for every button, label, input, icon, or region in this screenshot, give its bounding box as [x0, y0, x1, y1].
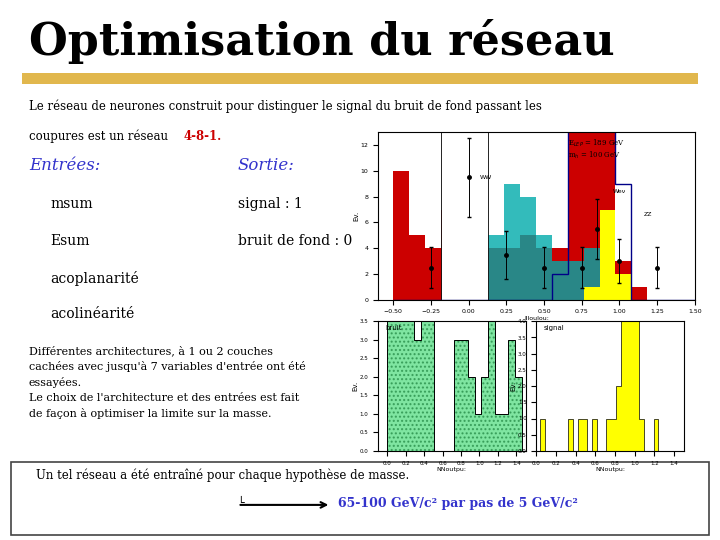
Y-axis label: Ev.: Ev.	[353, 211, 359, 221]
Y-axis label: Ev.: Ev.	[352, 381, 358, 391]
Bar	[409, 235, 425, 300]
Text: ZZ: ZZ	[644, 212, 652, 217]
Text: 65-100 GeV/c² par pas de 5 GeV/c²: 65-100 GeV/c² par pas de 5 GeV/c²	[338, 497, 578, 510]
Text: msum: msum	[50, 197, 93, 211]
Text: acoplanarité: acoplanarité	[50, 271, 139, 286]
Text: acolinéarité: acolinéarité	[50, 307, 135, 321]
Bar	[472, 210, 488, 300]
Polygon shape	[540, 0, 658, 451]
Y-axis label: Ev.: Ev.	[510, 381, 516, 391]
Text: └: └	[238, 498, 244, 509]
Text: Un tel réseau a été entraîné pour chaque hypothèse de masse.: Un tel réseau a été entraîné pour chaque…	[36, 468, 409, 482]
Text: 4-8-1.: 4-8-1.	[184, 130, 222, 143]
Text: Sortie:: Sortie:	[238, 157, 294, 173]
X-axis label: llloulou:: llloulou:	[524, 316, 549, 321]
Polygon shape	[393, 0, 695, 300]
Text: Différentes architectures, à 1 ou 2 couches
cachées avec jusqu'à 7 variables d'e: Différentes architectures, à 1 ou 2 couc…	[29, 346, 305, 418]
Text: WW: WW	[480, 175, 492, 180]
Text: Entrées:: Entrées:	[29, 157, 100, 173]
Bar	[504, 248, 520, 300]
Text: Esum: Esum	[50, 234, 90, 248]
Text: E$_{LEP}$ = 189 GeV
m$_h$ = 100 GeV: E$_{LEP}$ = 189 GeV m$_h$ = 100 GeV	[568, 137, 625, 161]
Text: Optimisation du réseau: Optimisation du réseau	[29, 19, 614, 64]
Bar	[631, 287, 647, 300]
X-axis label: NNoutpu:: NNoutpu:	[595, 467, 625, 472]
Polygon shape	[393, 184, 695, 300]
Bar	[488, 248, 504, 300]
Bar	[393, 171, 409, 300]
Text: coupures est un réseau: coupures est un réseau	[29, 130, 171, 143]
FancyBboxPatch shape	[22, 73, 698, 84]
Bar	[616, 261, 631, 300]
Bar	[425, 248, 441, 300]
Bar	[536, 248, 552, 300]
Text: Le réseau de neurones construit pour distinguer le signal du bruit de fond passa: Le réseau de neurones construit pour dis…	[29, 100, 541, 113]
Bar	[552, 248, 568, 300]
Bar	[584, 287, 600, 300]
Bar	[584, 0, 600, 300]
Polygon shape	[387, 0, 521, 451]
Text: bruit de fond : 0: bruit de fond : 0	[238, 234, 352, 248]
Bar	[616, 274, 631, 300]
Bar	[441, 210, 456, 300]
Text: Weν: Weν	[613, 188, 626, 193]
Bar	[520, 235, 536, 300]
Bar	[456, 235, 472, 300]
Text: signal: signal	[544, 326, 564, 332]
FancyBboxPatch shape	[11, 462, 709, 535]
Bar	[568, 93, 584, 300]
Bar	[600, 210, 616, 300]
X-axis label: NNoutpu:: NNoutpu:	[437, 467, 467, 472]
Bar	[600, 0, 616, 300]
Text: bruit: bruit	[385, 326, 402, 332]
Text: signal : 1: signal : 1	[238, 197, 302, 211]
